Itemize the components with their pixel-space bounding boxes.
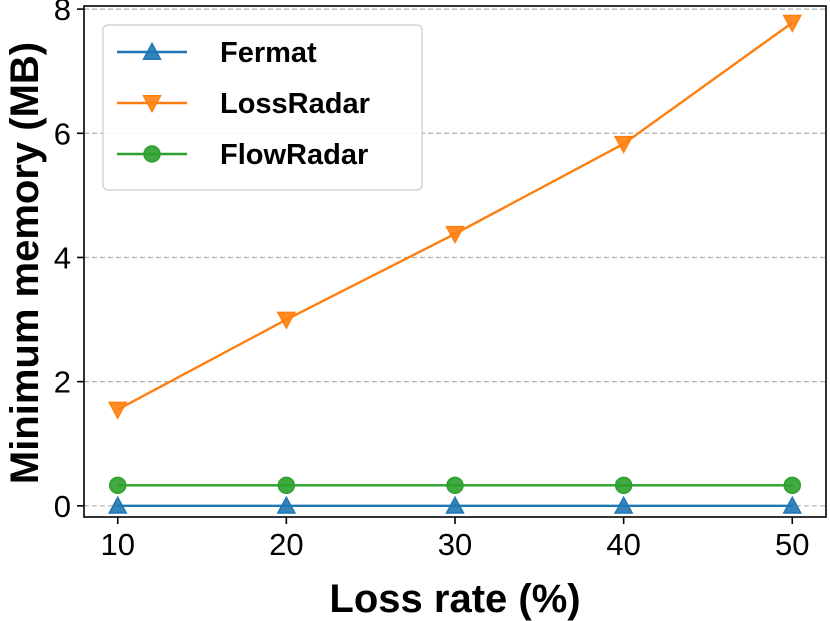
y-tick-label: 6 [54,116,71,151]
y-tick-label: 0 [54,489,71,524]
legend-box [102,24,423,191]
legend-label-lossradar: LossRadar [220,88,370,120]
y-tick-label: 4 [54,240,71,275]
y-axis-title: Minimum memory (MB) [3,42,47,484]
x-tick-label: 20 [269,527,303,562]
flowradar-point [277,476,296,495]
legend-label-fermat: Fermat [220,37,317,69]
x-tick-label: 50 [775,527,809,562]
legend-marker-lossradar [142,95,162,114]
fermat-point [782,495,803,514]
x-axis-title: Loss rate (%) [329,577,580,621]
x-tick-label: 30 [438,527,472,562]
legend: Fermat LossRadar FlowRadar [102,24,423,191]
lossradar-point [276,311,297,330]
fermat-point [276,495,297,514]
x-tick-label: 40 [606,527,640,562]
fermat-point [107,495,128,514]
lossradar-point [782,14,803,33]
series-lines [107,14,803,514]
y-tick-label: 8 [54,0,71,27]
fermat-point [613,495,634,514]
lossradar-point [107,401,128,420]
flowradar-point [446,476,464,495]
lossradar-point [445,225,465,244]
legend-marker-flowradar [143,145,161,163]
axis-ticks: 0 2 4 6 8 10 20 30 40 50 [54,0,810,562]
flowradar-point [614,476,633,495]
lossradar-point [613,135,634,154]
x-tick-label: 10 [100,527,134,562]
fermat-point [445,495,465,514]
flowradar-point [783,476,802,495]
y-tick-label: 2 [54,365,71,400]
legend-marker-fermat [142,41,162,60]
flowradar-point [108,476,127,495]
legend-label-flowradar: FlowRadar [220,139,368,171]
